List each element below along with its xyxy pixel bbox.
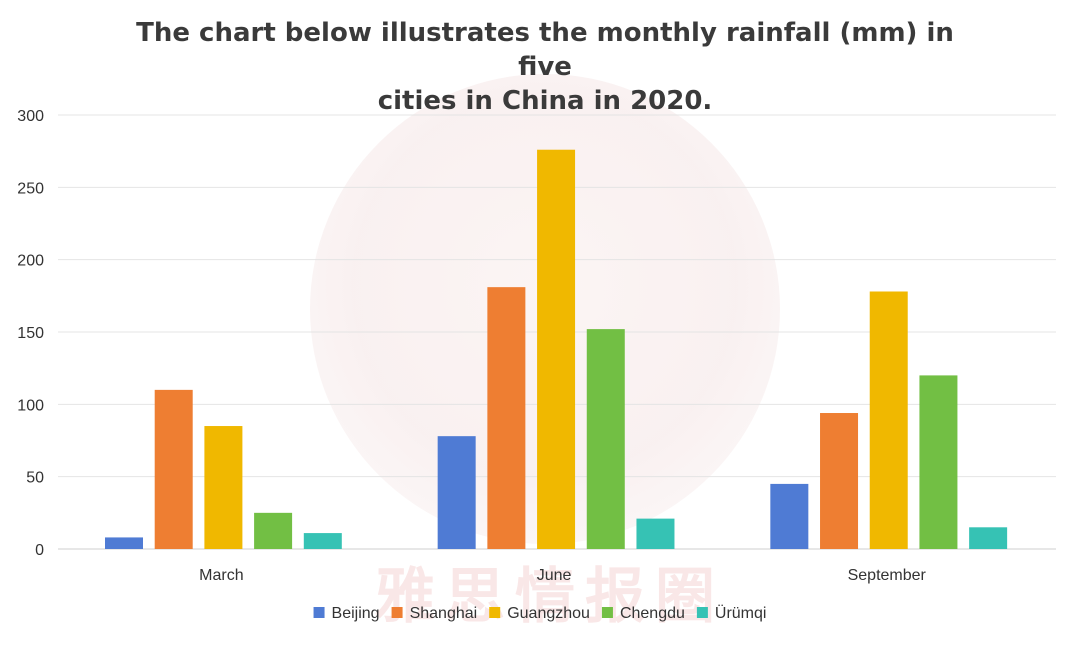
y-tick-label: 250 <box>17 180 44 197</box>
bar-shanghai-march <box>154 389 193 549</box>
bar-rmqi-june <box>636 518 675 549</box>
x-tick-label: September <box>848 567 927 584</box>
legend-swatch <box>391 607 403 618</box>
x-tick-label: June <box>537 567 572 584</box>
legend-label: Chengdu <box>620 605 685 622</box>
chart-title-line-1: The chart below illustrates the monthly … <box>136 18 954 82</box>
bar-rmqi-march <box>303 533 342 549</box>
bar-rmqi-september <box>969 527 1008 549</box>
x-tick-label: March <box>199 567 243 584</box>
chart-title-line-2: cities in China in 2020. <box>377 86 713 116</box>
legend-swatch <box>696 607 708 618</box>
y-tick-label: 200 <box>17 253 44 270</box>
y-tick-label: 0 <box>35 542 44 559</box>
bar-shanghai-september <box>820 413 859 549</box>
y-tick-label: 150 <box>17 325 44 342</box>
legend-label: Guangzhou <box>507 605 590 622</box>
bar-guangzhou-june <box>537 149 576 549</box>
bar-beijing-june <box>437 436 476 549</box>
legend-swatch <box>601 607 613 618</box>
bar-chengdu-june <box>586 329 625 549</box>
legend-label: Shanghai <box>410 605 478 622</box>
bar-beijing-march <box>105 537 143 549</box>
bar-shanghai-june <box>487 287 526 549</box>
legend-label: Ürümqi <box>715 604 767 622</box>
legend-swatch <box>313 607 325 618</box>
chart-title: The chart below illustrates the monthly … <box>120 16 970 118</box>
y-tick-label: 50 <box>26 470 44 487</box>
y-tick-label: 300 <box>17 108 44 125</box>
watermark-text: 雅思情报圈 <box>375 562 725 632</box>
bar-chengdu-september <box>919 375 958 549</box>
bar-beijing-september <box>770 483 809 549</box>
y-tick-label: 100 <box>17 397 44 414</box>
bar-guangzhou-september <box>869 291 908 549</box>
legend-swatch <box>489 607 501 618</box>
bar-guangzhou-march <box>204 426 243 549</box>
legend-label: Beijing <box>332 605 380 622</box>
bar-chengdu-march <box>254 512 293 549</box>
